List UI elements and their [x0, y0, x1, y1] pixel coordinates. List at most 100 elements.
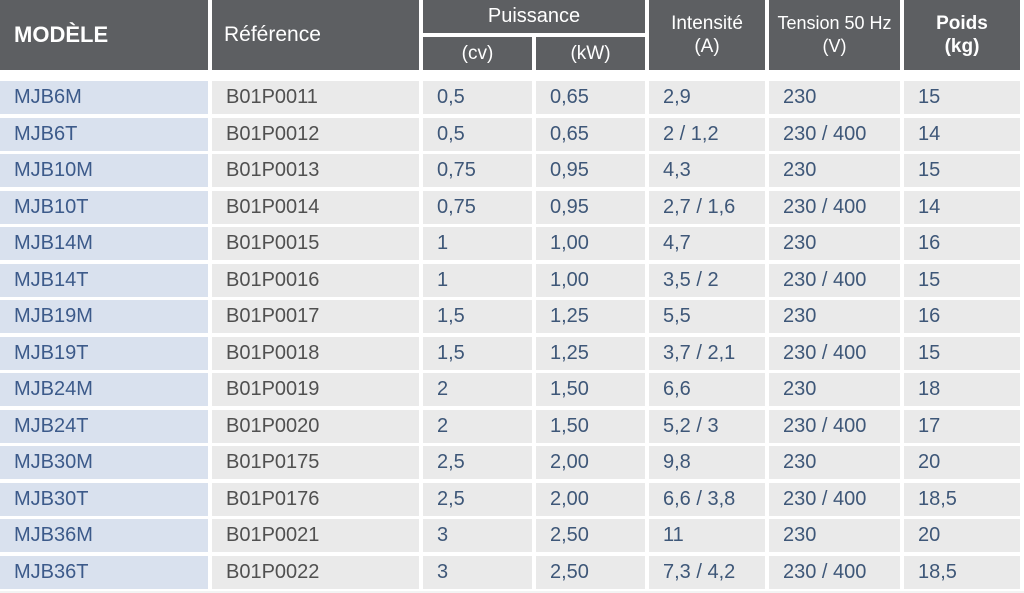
kw-cell: 0,95 [536, 154, 645, 187]
reference-cell: B01P0011 [212, 81, 419, 114]
reference-cell: B01P0176 [212, 482, 419, 516]
reference-cell: B01P0021 [212, 519, 419, 552]
header-kw-label: (kW) [570, 42, 611, 64]
table-row: MJB14T B01P0016 1 1,00 3,5 / 2 230 / 400 15 [0, 263, 1024, 301]
model-cell: MJB10M [0, 154, 208, 187]
kw-cell: 1,25 [536, 300, 645, 333]
reference-cell: B01P0013 [212, 154, 419, 187]
intensite-cell: 3,5 / 2 [649, 263, 765, 297]
poids-cell: 18,5 [904, 482, 1020, 516]
intensite-cell: 4,3 [649, 154, 765, 187]
tension-cell: 230 [769, 446, 900, 479]
header-tension: Tension 50 Hz (V) [769, 0, 900, 70]
model-cell: MJB6M [0, 81, 208, 114]
intensite-cell: 2 / 1,2 [649, 117, 765, 151]
model-cell: MJB6T [0, 117, 208, 151]
kw-cell: 1,50 [536, 409, 645, 443]
kw-cell: 2,00 [536, 446, 645, 479]
poids-cell: 15 [904, 263, 1020, 297]
reference-cell: B01P0175 [212, 446, 419, 479]
intensite-cell: 5,5 [649, 300, 765, 333]
reference-cell: B01P0015 [212, 227, 419, 260]
reference-cell: B01P0022 [212, 555, 419, 589]
table-row: MJB6M B01P0011 0,5 0,65 2,9 230 15 [0, 81, 1024, 118]
cv-cell: 3 [423, 555, 532, 589]
tension-cell: 230 [769, 300, 900, 333]
poids-cell: 18,5 [904, 555, 1020, 589]
kw-cell: 1,00 [536, 227, 645, 260]
tension-cell: 230 [769, 81, 900, 114]
poids-cell: 18 [904, 373, 1020, 406]
table-row: MJB30M B01P0175 2,5 2,00 9,8 230 20 [0, 446, 1024, 483]
cv-cell: 0,5 [423, 81, 532, 114]
tension-cell: 230 / 400 [769, 263, 900, 297]
intensite-cell: 6,6 [649, 373, 765, 406]
header-intensite-unit: (A) [694, 36, 720, 57]
model-cell: MJB30T [0, 482, 208, 516]
intensite-cell: 9,8 [649, 446, 765, 479]
kw-cell: 2,50 [536, 555, 645, 589]
cv-cell: 2,5 [423, 446, 532, 479]
intensite-cell: 4,7 [649, 227, 765, 260]
intensite-cell: 2,7 / 1,6 [649, 190, 765, 224]
header-intensite-label: Intensité [671, 13, 743, 34]
cv-cell: 3 [423, 519, 532, 552]
kw-cell: 0,65 [536, 117, 645, 151]
reference-cell: B01P0018 [212, 336, 419, 370]
table-row: MJB10M B01P0013 0,75 0,95 4,3 230 15 [0, 154, 1024, 191]
reference-cell: B01P0016 [212, 263, 419, 297]
cv-cell: 1 [423, 263, 532, 297]
reference-cell: B01P0020 [212, 409, 419, 443]
tension-cell: 230 / 400 [769, 409, 900, 443]
kw-cell: 2,50 [536, 519, 645, 552]
reference-cell: B01P0014 [212, 190, 419, 224]
table-row: MJB19T B01P0018 1,5 1,25 3,7 / 2,1 230 / 400 1… [0, 336, 1024, 374]
intensite-cell: 6,6 / 3,8 [649, 482, 765, 516]
header-puissance-label: Puissance [487, 5, 581, 27]
model-cell: MJB24T [0, 409, 208, 443]
intensite-cell: 7,3 / 4,2 [649, 555, 765, 589]
header-tension-label: Tension 50 Hz [777, 13, 892, 33]
model-cell: MJB19T [0, 336, 208, 370]
header-reference-label: Référence [224, 23, 321, 46]
tension-cell: 230 [769, 373, 900, 406]
header-kw: (kW) [536, 37, 645, 70]
cv-cell: 0,75 [423, 190, 532, 224]
model-cell: MJB19M [0, 300, 208, 333]
poids-cell: 17 [904, 409, 1020, 443]
poids-cell: 15 [904, 81, 1020, 114]
intensite-cell: 3,7 / 2,1 [649, 336, 765, 370]
table-row: MJB36M B01P0021 3 2,50 11 230 20 [0, 519, 1024, 556]
reference-cell: B01P0017 [212, 300, 419, 333]
header-cv-label: (cv) [461, 42, 494, 64]
model-cell: MJB14T [0, 263, 208, 297]
header-reference: Référence [212, 0, 419, 70]
model-cell: MJB36T [0, 555, 208, 589]
model-cell: MJB30M [0, 446, 208, 479]
table-row: MJB10T B01P0014 0,75 0,95 2,7 / 1,6 230 / 400… [0, 190, 1024, 228]
table-body: MJB6M B01P0011 0,5 0,65 2,9 230 15 MJB6T B01P001… [0, 81, 1024, 592]
kw-cell: 2,00 [536, 482, 645, 516]
kw-cell: 0,65 [536, 81, 645, 114]
model-cell: MJB24M [0, 373, 208, 406]
model-cell: MJB10T [0, 190, 208, 224]
tension-cell: 230 [769, 227, 900, 260]
tension-cell: 230 [769, 154, 900, 187]
tension-cell: 230 / 400 [769, 117, 900, 151]
header-intensite: Intensité (A) [649, 0, 765, 70]
tension-cell: 230 / 400 [769, 336, 900, 370]
cv-cell: 0,5 [423, 117, 532, 151]
header-model: MODÈLE [0, 0, 208, 70]
header-poids: Poids (kg) [904, 0, 1020, 70]
poids-cell: 14 [904, 117, 1020, 151]
cv-cell: 1,5 [423, 300, 532, 333]
poids-cell: 16 [904, 300, 1020, 333]
header-poids-label: Poids [936, 13, 988, 34]
tension-cell: 230 / 400 [769, 555, 900, 589]
reference-cell: B01P0012 [212, 117, 419, 151]
header-cv: (cv) [423, 37, 532, 70]
poids-cell: 20 [904, 519, 1020, 552]
header-poids-unit: (kg) [944, 36, 980, 57]
kw-cell: 1,50 [536, 373, 645, 406]
cv-cell: 0,75 [423, 154, 532, 187]
